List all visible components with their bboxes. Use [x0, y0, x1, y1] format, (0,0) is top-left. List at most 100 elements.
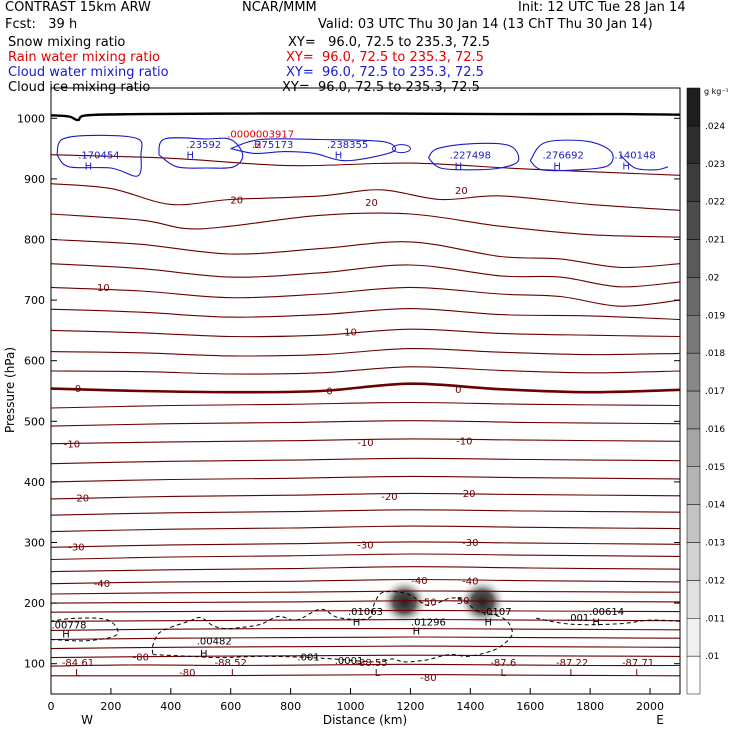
contour-label: .001	[297, 652, 319, 663]
temperature-contour	[51, 366, 680, 375]
contour-label: .227498	[450, 151, 491, 162]
contour-label: H	[85, 162, 93, 173]
model-title: CONTRAST 15km ARW	[5, 0, 151, 15]
contour-label: .01063	[348, 607, 383, 618]
y-axis-label: Pressure (hPa)	[3, 347, 17, 433]
contour-label: L	[635, 668, 641, 679]
contour-label: H	[592, 617, 600, 628]
temperature-contour	[51, 663, 680, 667]
colorbar-label: .019	[705, 311, 725, 321]
cloud-water-contour	[529, 139, 614, 172]
y-tick-label: 200	[24, 597, 45, 610]
temperature-contour	[51, 553, 680, 561]
contour-label: -30	[357, 540, 373, 551]
temperature-contour	[51, 475, 680, 483]
contour-label: H	[187, 151, 195, 162]
colorbar-label: .016	[705, 425, 725, 435]
temperature-contour	[51, 674, 680, 677]
temperature-contour	[51, 263, 680, 288]
contour-label: .275173	[252, 140, 293, 151]
contour-label: .170454	[78, 151, 119, 162]
x-axis-label: Distance (km)	[323, 713, 407, 727]
temperature-contour	[51, 401, 680, 409]
contour-label: -40	[94, 579, 110, 590]
x-tick-label: 1000	[337, 700, 365, 713]
temperature-contour	[51, 645, 680, 650]
colorbar-swatch	[686, 655, 701, 695]
temperature-contour	[51, 348, 680, 357]
contour-label: -10	[64, 440, 80, 451]
contour-label: -10	[357, 438, 373, 449]
contour-label: -50	[420, 597, 436, 608]
surface-line	[51, 112, 680, 122]
contour-label: -20	[73, 494, 89, 505]
contour-label: -30	[462, 538, 478, 549]
contour-label: .00614	[589, 607, 624, 618]
temperature-contour	[51, 308, 680, 321]
colorbar-label: .02	[705, 273, 719, 283]
contour-label: .0000003917	[227, 129, 294, 140]
colorbar-swatch	[686, 390, 701, 430]
colorbar-swatch	[686, 580, 701, 619]
temperature-contour	[51, 457, 680, 465]
colorbar-label: .022	[705, 198, 725, 208]
snow-maximum	[380, 577, 429, 626]
colorbar-swatch	[686, 504, 701, 543]
colorbar-label: .013	[705, 539, 725, 549]
contour-label: L	[231, 668, 237, 679]
temperature-contour	[51, 328, 680, 338]
field-xy-rain: XY= 96.0, 72.5 to 235.3, 72.5	[286, 50, 484, 65]
colorbar-swatch	[686, 466, 701, 505]
contour-label: -80	[133, 652, 149, 663]
temperature-contour	[51, 420, 680, 427]
contour-label: L	[375, 668, 381, 679]
contour-label: H	[485, 617, 493, 628]
contour-label: -40	[462, 577, 478, 588]
colorbar-swatch	[686, 87, 701, 127]
contour-label: .0107	[483, 607, 512, 618]
contour-label: .140148	[614, 151, 655, 162]
temperature-contour	[51, 590, 680, 595]
init-time: Init: 12 UTC Tue 28 Jan 14	[518, 0, 686, 15]
y-tick-label: 500	[24, 415, 45, 428]
colorbar-label: .021	[705, 236, 725, 246]
contour-label: -10	[456, 437, 472, 448]
x-tick-label: 800	[280, 700, 301, 713]
colorbar-label: .023	[705, 160, 725, 170]
contour-label: -84.61	[62, 658, 94, 669]
contour-label: -80	[179, 668, 195, 679]
cloud-water-contour	[619, 154, 669, 171]
contour-label: .238355	[327, 140, 368, 151]
contour-label: 20	[230, 196, 243, 207]
contour-label: -88.55	[355, 658, 387, 669]
contour-label: -87.6	[490, 658, 516, 669]
temperature-contour	[51, 438, 680, 445]
contour-label: -87.71	[622, 658, 654, 669]
colorbar-swatch	[686, 352, 701, 392]
plot-frame	[50, 87, 681, 695]
colorbar-swatch	[686, 542, 701, 581]
contour-label: .001	[567, 613, 589, 624]
colorbar-unit: g kg⁻¹	[704, 87, 729, 96]
contour-label: .276692	[543, 151, 584, 162]
y-tick-label: 700	[24, 294, 45, 307]
temperature-contour	[51, 238, 680, 269]
colorbar-swatch	[686, 125, 701, 164]
cloud-water-contour	[230, 138, 397, 162]
contour-label: -87.22	[556, 658, 588, 669]
contour-label: -30	[68, 543, 84, 554]
colorbar-label: .015	[705, 463, 725, 473]
contour-label: .00482	[197, 637, 232, 648]
colorbar-label: .024	[705, 122, 725, 132]
colorbar-swatch	[686, 239, 701, 278]
contour-label: -50	[453, 596, 469, 607]
y-tick-label: 600	[24, 355, 45, 368]
y-tick-label: 800	[24, 234, 45, 247]
temperature-contour	[51, 382, 680, 394]
colorbar-label: .012	[705, 576, 725, 586]
colorbar-swatch	[686, 163, 701, 202]
colorbar-swatch	[686, 428, 701, 467]
x-tick-label: 1400	[456, 700, 484, 713]
x-tick-label: 0	[48, 700, 55, 713]
contour-label: -88.52	[215, 658, 247, 669]
